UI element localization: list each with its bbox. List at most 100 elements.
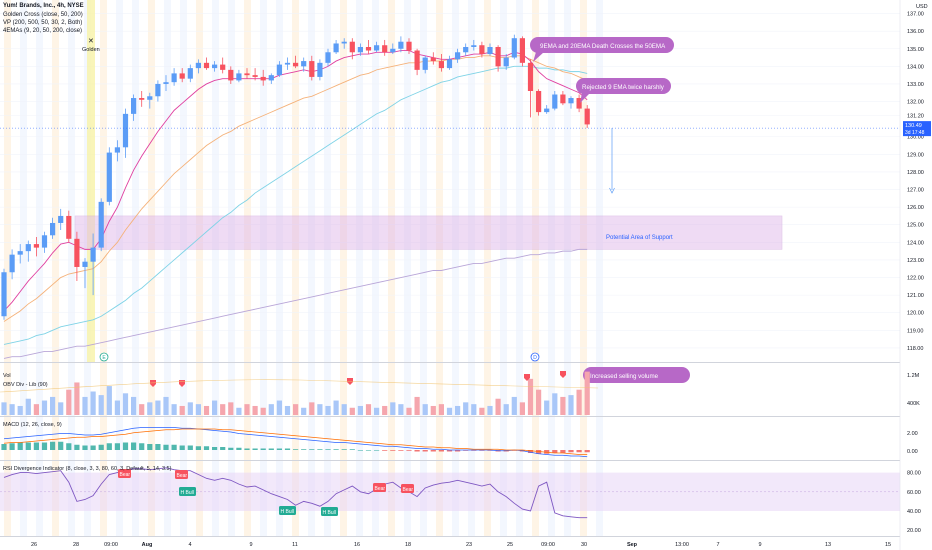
time-axis[interactable]: 26 28 09:00 Aug 4 9 11 16 18 23 25 09:00 30 Sep 13:00 7… <box>31 542 891 548</box>
volume-profile-legend[interactable]: VP (200, 500, 50, 30, 2, Both) <box>3 20 83 26</box>
macd-hist-bar <box>122 442 129 450</box>
price-scale[interactable] <box>900 0 932 550</box>
macd-hist-bar <box>33 442 39 450</box>
candle <box>341 41 347 44</box>
macd-hist-bar <box>155 444 161 450</box>
volume-bar <box>212 400 218 415</box>
macd-hist-bar <box>195 446 201 450</box>
volume-bar <box>236 407 242 415</box>
death-cross-callout[interactable]: 9EMA and 20EMA Death Crosses the 50EMA <box>530 37 674 62</box>
candle <box>487 46 493 55</box>
macd-hist-bar <box>50 441 56 450</box>
earnings-letter: E <box>102 355 106 361</box>
rejection-callout[interactable]: Rejected 9 EMA twice harshly <box>576 78 671 103</box>
price-tick-label: 137.00 <box>907 12 924 18</box>
volume-bar <box>398 404 404 415</box>
hbull-badge <box>279 506 296 515</box>
macd-line <box>3 427 588 458</box>
candle <box>568 98 574 104</box>
candle <box>422 57 428 70</box>
hbull-badge <box>321 507 338 516</box>
session-band <box>228 0 235 536</box>
volume-bar <box>325 405 331 415</box>
session-band <box>164 0 171 536</box>
bear-badge <box>401 484 414 493</box>
macd-hist-bar <box>9 443 15 450</box>
candle <box>122 113 129 148</box>
macd-hist-bar <box>560 450 566 453</box>
callout-pointer <box>533 52 544 62</box>
session-band <box>148 0 155 536</box>
candle <box>390 48 396 53</box>
candle <box>317 62 323 77</box>
golden-cross-highlight <box>87 0 95 362</box>
volume-callout[interactable]: Increased selling volume <box>583 367 690 383</box>
volume-bar <box>90 391 96 415</box>
macd-hist-bar <box>106 443 112 450</box>
rsi-hbull-label: H Bull <box>279 506 296 515</box>
volume-bar <box>179 405 185 415</box>
candle <box>293 62 299 67</box>
time-tick-label: 13 <box>825 542 831 548</box>
volume-bar <box>50 396 56 415</box>
candle <box>17 251 23 255</box>
volume-bar <box>139 404 145 415</box>
dividend-marker[interactable]: D <box>530 352 540 362</box>
price-tick-label: 129.00 <box>907 152 924 158</box>
volume-bar <box>382 405 388 415</box>
support-zone[interactable] <box>74 215 783 250</box>
bear-text: Bear <box>375 486 386 492</box>
volume-bar <box>471 404 477 415</box>
candle <box>50 222 56 236</box>
price-tick-label: 132.00 <box>907 100 924 106</box>
earnings-marker[interactable]: E <box>99 352 109 362</box>
volume-bar <box>576 389 582 415</box>
candle <box>90 247 96 262</box>
macd-hist-bar <box>171 444 177 450</box>
ema-legend[interactable]: 4EMAs (9, 20, 50, 200, close) <box>3 28 83 34</box>
golden-cross-legend[interactable]: Golden Cross (close, 50, 200) <box>3 12 83 18</box>
macd-hist-bar <box>438 450 444 452</box>
price-tick-label: 124.00 <box>907 240 924 246</box>
price-tick-label: 119.00 <box>907 328 923 334</box>
macd-hist-bar <box>301 449 307 450</box>
candle <box>33 244 39 248</box>
candle <box>9 254 15 273</box>
session-band <box>276 0 283 536</box>
session-band <box>244 0 251 536</box>
time-tick-label: 15 <box>885 542 891 548</box>
macd-hist-bar <box>584 450 590 453</box>
bear-marker-icon <box>524 374 530 381</box>
candle <box>106 152 112 202</box>
volume-bar <box>349 407 355 415</box>
volume-bar <box>244 404 250 415</box>
rsi-bear-label: Bear <box>175 470 188 479</box>
candle <box>203 62 210 69</box>
time-tick-label: 28 <box>73 542 79 548</box>
price-tick-label: 127.00 <box>907 188 924 194</box>
volume-bar <box>147 402 153 415</box>
session-band <box>484 0 491 536</box>
golden-label: Golden <box>82 47 100 53</box>
candle <box>171 73 177 83</box>
candle <box>195 62 201 69</box>
candle <box>365 46 372 51</box>
candle <box>276 64 282 76</box>
candle <box>131 98 137 114</box>
bear-badge <box>175 470 188 479</box>
hbull-badge <box>179 487 196 496</box>
volume-bar <box>568 395 574 415</box>
pane-divider <box>0 536 900 537</box>
symbol-title[interactable]: Yum! Brands, Inc., 4h, NYSE <box>3 3 84 9</box>
volume-bar <box>519 402 525 415</box>
volume-axis-label: 1.2M <box>907 373 920 379</box>
time-tick-label: 23 <box>466 542 472 548</box>
volume-bar <box>155 400 161 415</box>
macd-hist-bar <box>25 442 31 450</box>
session-band <box>308 0 315 536</box>
session-band <box>260 0 267 536</box>
macd-hist-bar <box>293 449 299 450</box>
session-band <box>564 0 571 536</box>
volume-bar <box>536 389 542 415</box>
